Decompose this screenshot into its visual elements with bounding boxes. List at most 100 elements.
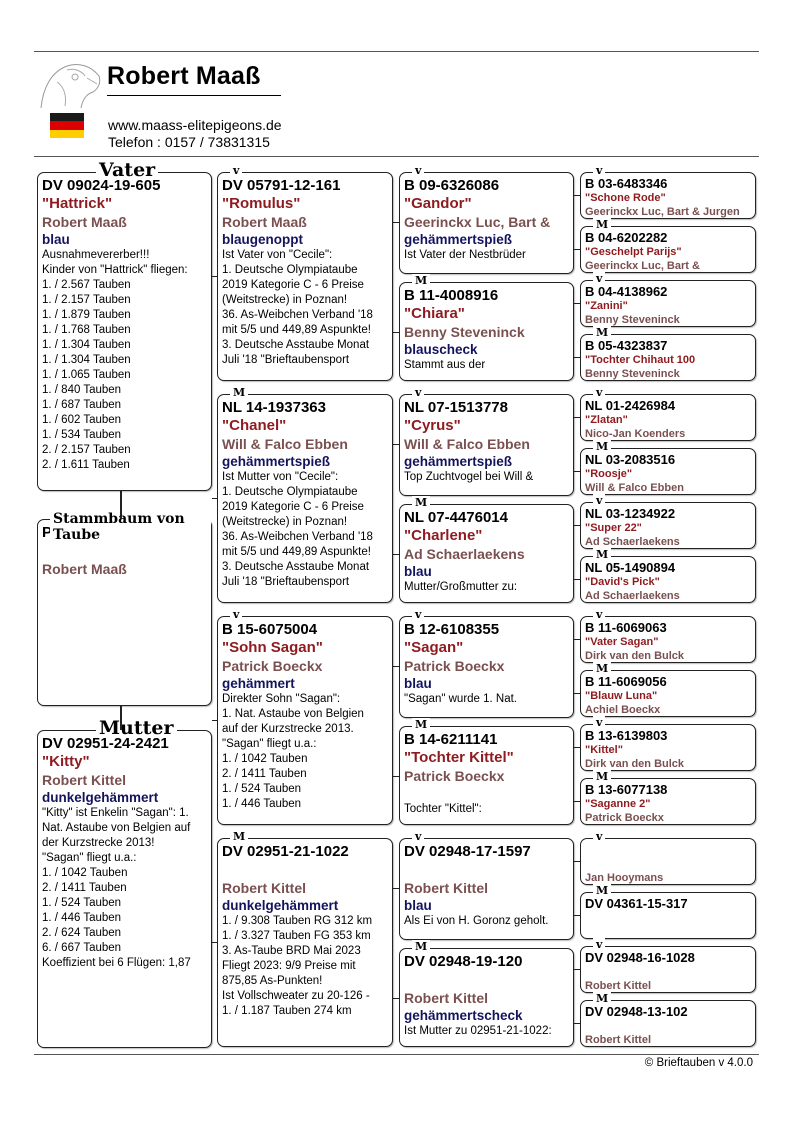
ring-number: NL 01-2426984 xyxy=(585,399,676,413)
connector-line xyxy=(574,195,580,196)
pigeon-card[interactable]: v DV 02948-16-1028 Robert Kittel xyxy=(580,938,756,993)
pigeon-card[interactable]: M NL 03-2083516 "Roosje" Will & Falco Ebben xyxy=(580,440,756,495)
pigeon-card[interactable]: M DV 04361-15-317 xyxy=(580,884,756,939)
pigeon-head-logo xyxy=(40,63,101,109)
pigeon-card[interactable]: M DV 02948-13-102 Robert Kittel xyxy=(580,992,756,1047)
connector-line xyxy=(574,525,580,526)
ring-number: NL 07-1513778 xyxy=(404,399,508,416)
breeder-name: Nico-Jan Koenders xyxy=(585,428,686,440)
pigeon-name: "Tochter Chihaut 100 xyxy=(585,354,696,366)
breeder-name: Robert Kittel xyxy=(404,880,488,896)
ring-number: B 12-6108355 xyxy=(404,621,500,638)
breeder-name: Will & Falco Ebben xyxy=(585,482,684,494)
sex-label: v xyxy=(593,164,606,177)
connector-line xyxy=(574,693,580,694)
notes-line: 6. / 667 Tauben xyxy=(42,942,122,954)
notes-line: 1. / 446 Tauben xyxy=(222,798,302,810)
connector-line xyxy=(393,888,399,889)
sex-label: M xyxy=(412,496,431,509)
breeder-name: Robert Kittel xyxy=(585,1034,651,1046)
notes-line: 1. / 1.879 Tauben xyxy=(42,309,131,321)
sex-label: M xyxy=(230,830,249,843)
pigeon-name: "Chiara" xyxy=(404,305,465,322)
notes-line: Kinder von "Hattrick" fliegen: xyxy=(42,264,188,276)
sex-label: v xyxy=(593,938,606,951)
notes-line: 1. / 446 Tauben xyxy=(42,912,122,924)
pigeon-card[interactable]: v Jan Hooymans xyxy=(580,830,756,885)
notes-line: 1. / 1.768 Tauben xyxy=(42,324,131,336)
notes-line: 1. / 3.327 Tauben FG 353 km xyxy=(222,930,371,942)
pigeon-card[interactable]: Stammbaum von TaubePAAR 1 2026 Robert Ma… xyxy=(37,511,212,706)
pigeon-card[interactable]: M DV 02948-19-120 Robert Kittel gehämmerts… xyxy=(399,940,574,1047)
connector-line xyxy=(574,249,580,250)
connector-line xyxy=(393,666,399,667)
feather-color: blauscheck xyxy=(404,342,478,357)
breeder-name: Will & Falco Ebben xyxy=(404,436,530,452)
pigeon-card[interactable]: Vater DV 09024-19-605 "Hattrick" Robert Maa… xyxy=(37,160,212,491)
pigeon-card[interactable]: M NL 14-1937363 "Chanel" Will & Falco Ebben… xyxy=(217,386,393,603)
ring-number: B 11-6069056 xyxy=(585,675,667,689)
pigeon-card[interactable]: v NL 01-2426984 "Zlatan" Nico-Jan Koenders xyxy=(580,386,756,441)
pigeon-name: "Gandor" xyxy=(404,195,472,212)
notes-line: "Sagan" wurde 1. Nat. xyxy=(404,693,518,705)
connector-line xyxy=(574,861,580,862)
sex-label: v xyxy=(412,164,425,177)
notes-line: Juli '18 "Brieftaubensport xyxy=(222,354,350,366)
pigeon-card[interactable]: v DV 02948-17-1597 Robert Kittel blau Als E… xyxy=(399,830,574,940)
ring-number: B 04-4138962 xyxy=(585,285,668,299)
connector-line xyxy=(212,498,217,499)
page-title: Robert Maaß xyxy=(107,62,261,90)
website-link[interactable]: www.maass-elitepigeons.de xyxy=(108,117,282,133)
notes-line: 1. / 1.304 Tauben xyxy=(42,354,131,366)
sex-label: v xyxy=(593,494,606,507)
title-underline xyxy=(107,95,281,96)
connector-line xyxy=(574,969,580,970)
breeder-name: Ad Schaerlaekens xyxy=(404,546,525,562)
pigeon-name: "Blauw Luna" xyxy=(585,690,658,702)
ring-number: NL 05-1490894 xyxy=(585,561,676,575)
pigeon-name xyxy=(404,861,569,879)
pigeon-card[interactable]: v NL 03-1234922 "Super 22" Ad Schaerlaekens xyxy=(580,494,756,549)
notes-line: 2. / 624 Tauben xyxy=(42,927,122,939)
breeder-name: Robert Kittel xyxy=(585,980,651,992)
feather-color: blau xyxy=(404,564,432,579)
phone-number: Telefon : 0157 / 73831315 xyxy=(108,134,270,150)
ring-number: DV 02948-19-120 xyxy=(404,953,523,970)
pigeon-card[interactable]: v NL 07-1513778 "Cyrus" Will & Falco Ebben g… xyxy=(399,386,574,496)
pigeon-name: "Tochter Kittel" xyxy=(404,749,514,766)
sex-label: M xyxy=(593,662,612,675)
notes-line: 2. / 1411 Tauben xyxy=(42,882,127,894)
ring-number: DV 02951-21-1022 xyxy=(222,843,349,860)
notes-line: 1. / 1.304 Tauben xyxy=(42,339,131,351)
ring-number: DV 04361-15-317 xyxy=(585,897,688,911)
breeder-name: Will & Falco Ebben xyxy=(222,436,348,452)
notes-line: 1. / 1.187 Tauben 274 km xyxy=(222,1005,352,1017)
notes-line: Ist Mutter von "Cecile": xyxy=(222,471,339,483)
ring-number: NL 03-1234922 xyxy=(585,507,676,521)
pigeon-card[interactable]: M DV 02951-21-1022 Robert Kittel dunkelgeh… xyxy=(217,830,393,1047)
pigeon-name: "Zanini" xyxy=(585,300,628,312)
pigeon-name xyxy=(404,971,569,989)
connector-line xyxy=(574,801,580,802)
pigeon-card[interactable]: M NL 07-4476014 "Charlene" Ad Schaerlaekens… xyxy=(399,496,574,603)
sex-label: v xyxy=(593,272,606,285)
notes-line: Direkter Sohn "Sagan": xyxy=(222,693,341,705)
pigeon-card[interactable]: v DV 05791-12-161 "Romulus" Robert Maaß blau… xyxy=(217,164,393,381)
pigeon-card[interactable]: M NL 05-1490894 "David's Pick" Ad Schaerlae… xyxy=(580,548,756,603)
pigeon-card[interactable]: Mutter DV 02951-24-2421 "Kitty" Robert Kitt… xyxy=(37,718,212,1048)
pigeon-name xyxy=(585,857,751,871)
connector-line xyxy=(212,276,217,277)
